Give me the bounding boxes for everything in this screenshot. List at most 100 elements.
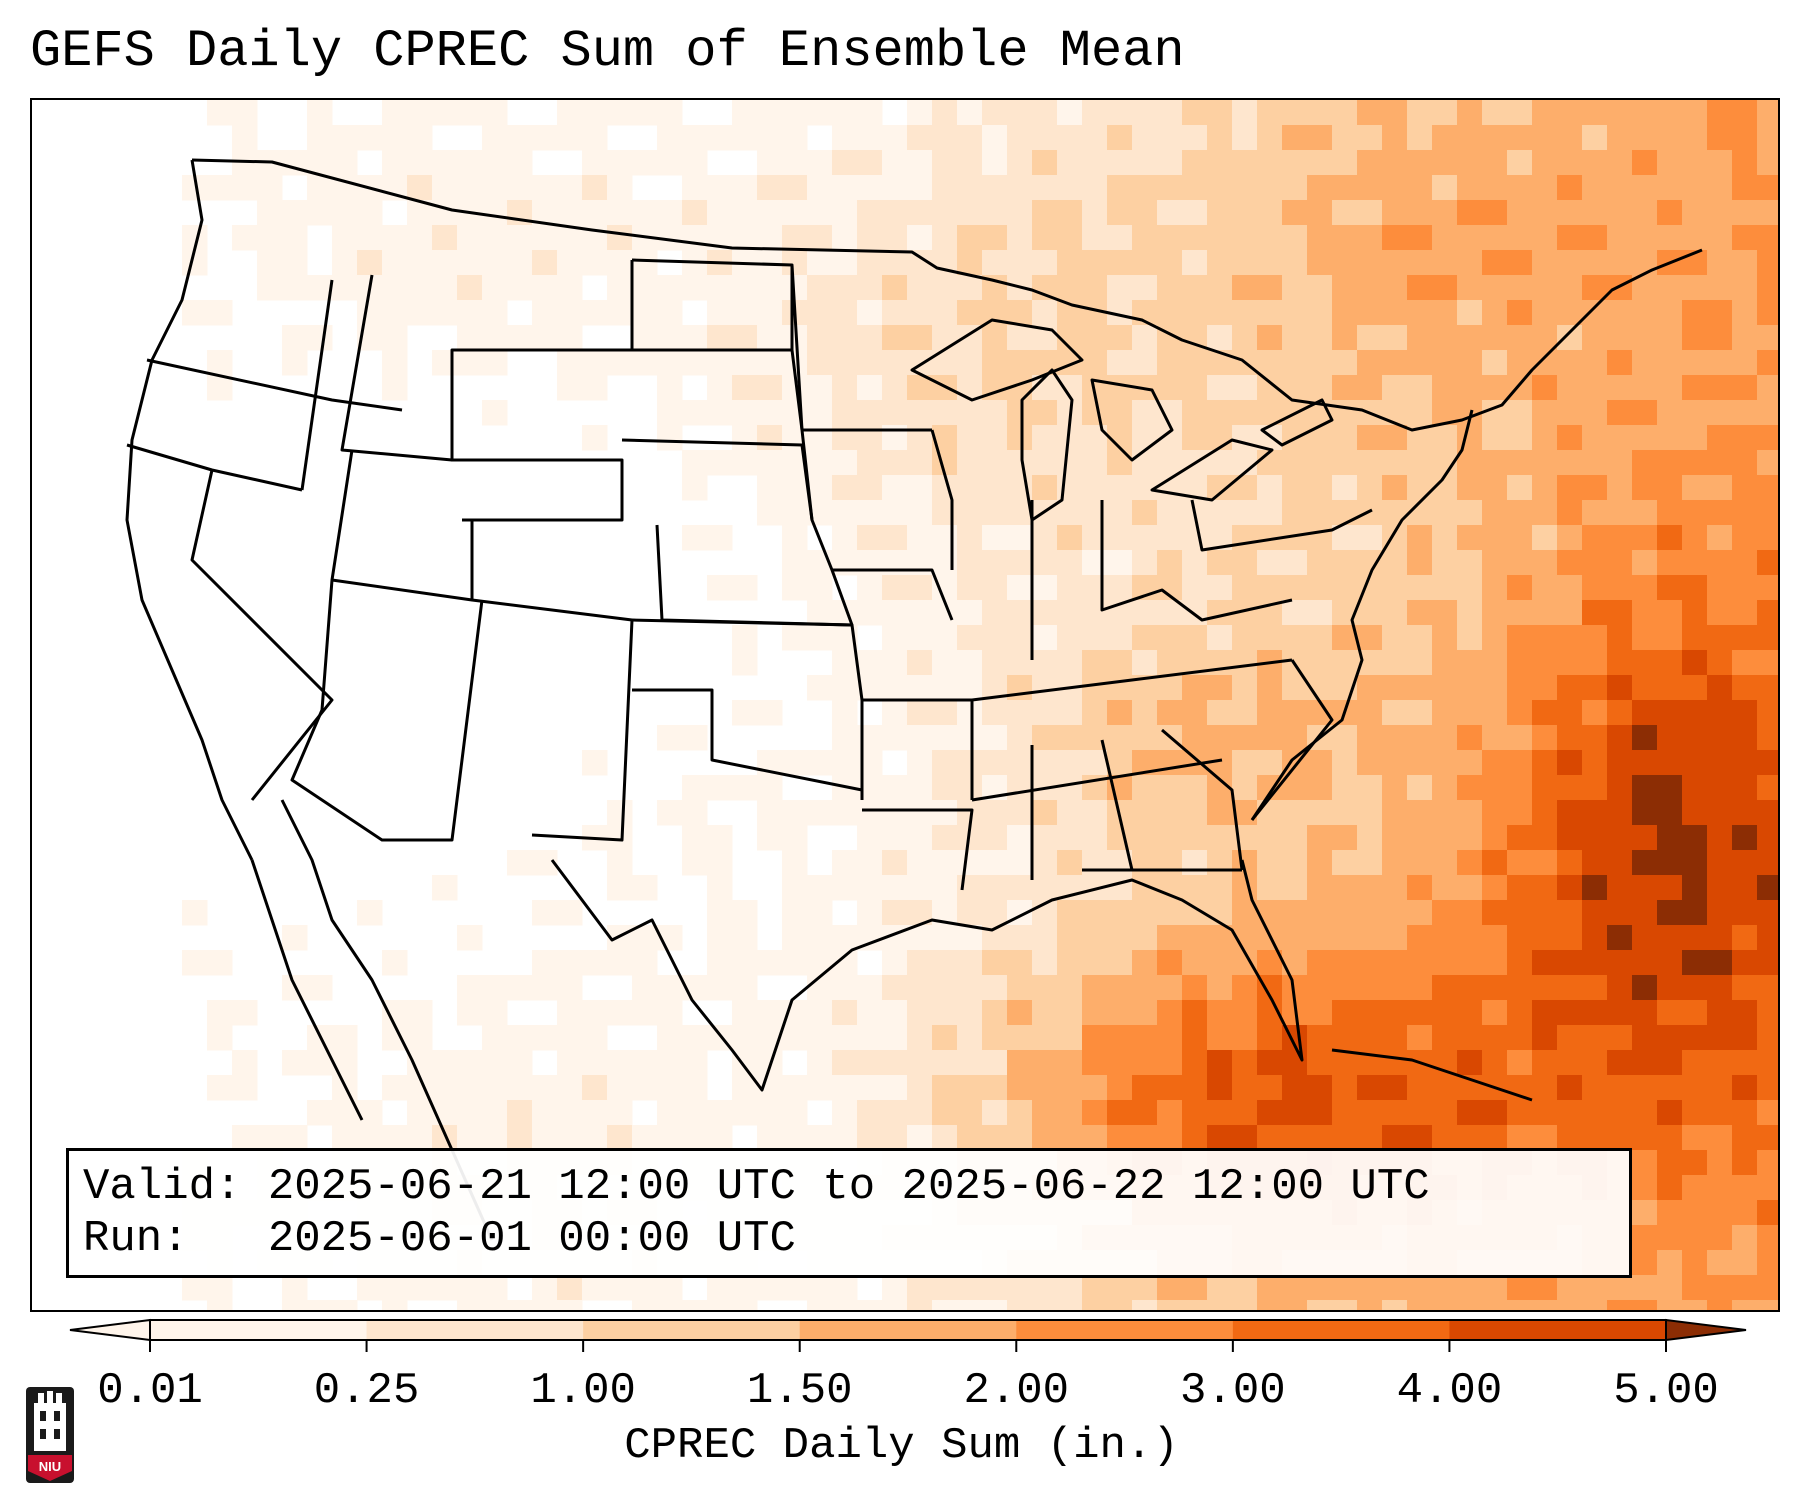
precip-cell <box>1132 700 1158 726</box>
precip-cell <box>1357 825 1383 851</box>
precip-cell <box>657 400 683 426</box>
precip-cell <box>1282 1100 1308 1126</box>
precip-cell <box>1057 1000 1083 1026</box>
precip-cell <box>1507 450 1533 476</box>
precip-cell <box>757 800 783 826</box>
precip-cell <box>1357 700 1383 726</box>
precip-cell <box>932 500 958 526</box>
precip-cell <box>1607 675 1633 701</box>
precip-cell <box>1257 225 1283 251</box>
precip-cell <box>1332 225 1358 251</box>
precip-cell <box>1382 1300 1408 1310</box>
precip-cell <box>1682 1075 1708 1101</box>
precip-cell <box>1082 225 1108 251</box>
precip-cell <box>932 700 958 726</box>
precip-cell <box>982 825 1008 851</box>
precip-cell <box>182 1275 208 1301</box>
precip-cell <box>1182 200 1208 226</box>
precip-cell <box>1207 575 1233 601</box>
precip-cell <box>882 1125 908 1151</box>
precip-cell <box>1707 775 1733 801</box>
precip-cell <box>982 900 1008 926</box>
precip-cell <box>1132 775 1158 801</box>
precip-cell <box>1082 275 1108 301</box>
precip-cell <box>707 1125 733 1151</box>
map-panel <box>30 98 1780 1312</box>
precip-cell <box>1507 100 1533 126</box>
precip-cell <box>1082 900 1108 926</box>
precip-cell <box>807 200 833 226</box>
precip-cell <box>1332 200 1358 226</box>
precip-cell <box>1507 1275 1533 1301</box>
precip-cell <box>1382 375 1408 401</box>
precip-cell <box>1532 925 1558 951</box>
precip-cell <box>1682 975 1708 1001</box>
precip-cell <box>1007 925 1033 951</box>
precip-cell <box>1232 1075 1258 1101</box>
precip-cell <box>1082 700 1108 726</box>
precip-cell <box>832 525 858 551</box>
precip-cell <box>932 275 958 301</box>
precip-cell <box>1107 475 1133 501</box>
precip-cell <box>1582 325 1608 351</box>
precip-cell <box>1007 625 1033 651</box>
precip-cell <box>1257 900 1283 926</box>
precip-cell <box>832 325 858 351</box>
precip-cell <box>382 275 408 301</box>
precip-cell <box>1457 825 1483 851</box>
precip-cell <box>1482 700 1508 726</box>
precip-cell <box>1307 1300 1333 1310</box>
precip-cell <box>1757 850 1778 876</box>
precip-cell <box>1732 800 1758 826</box>
precip-cell <box>1257 800 1283 826</box>
precip-cell <box>1232 325 1258 351</box>
precip-cell <box>807 175 833 201</box>
precip-cell <box>482 325 508 351</box>
precip-cell <box>1632 675 1658 701</box>
precip-cell <box>1507 825 1533 851</box>
precip-cell <box>757 225 783 251</box>
precip-cell <box>1407 800 1433 826</box>
precip-cell <box>507 975 533 1001</box>
precip-cell <box>282 925 308 951</box>
precip-cell <box>732 1000 758 1026</box>
precip-cell <box>1007 1125 1033 1151</box>
precip-cell <box>1082 525 1108 551</box>
precip-cell <box>607 1050 633 1076</box>
precip-cell <box>1557 650 1583 676</box>
precip-cell <box>1482 100 1508 126</box>
precip-cell <box>932 300 958 326</box>
precip-cell <box>557 1050 583 1076</box>
precip-cell <box>1007 1100 1033 1126</box>
precip-cell <box>982 650 1008 676</box>
precip-cell <box>1382 1050 1408 1076</box>
precip-cell <box>932 950 958 976</box>
precip-cell <box>1582 1050 1608 1076</box>
precip-cell <box>1432 1300 1458 1310</box>
precip-cell <box>1557 425 1583 451</box>
precip-cell <box>682 125 708 151</box>
precip-cell <box>1732 1225 1758 1251</box>
precip-cell <box>1507 925 1533 951</box>
precip-cell <box>1182 725 1208 751</box>
precip-cell <box>1482 1125 1508 1151</box>
precip-cell <box>582 1000 608 1026</box>
precip-cell <box>1682 225 1708 251</box>
precip-cell <box>1457 450 1483 476</box>
precip-cell <box>1282 150 1308 176</box>
precip-cell <box>1732 475 1758 501</box>
precip-cell <box>207 375 233 401</box>
precip-cell <box>1582 225 1608 251</box>
precip-cell <box>1182 425 1208 451</box>
precip-cell <box>1657 600 1683 626</box>
precip-cell <box>1357 300 1383 326</box>
precip-cell <box>957 500 983 526</box>
precip-cell <box>1332 1025 1358 1051</box>
precip-cell <box>582 150 608 176</box>
precip-cell <box>1732 425 1758 451</box>
precip-cell <box>1332 1000 1358 1026</box>
precip-cell <box>882 625 908 651</box>
precip-cell <box>1282 575 1308 601</box>
precip-cell <box>1682 800 1708 826</box>
precip-cell <box>907 775 933 801</box>
